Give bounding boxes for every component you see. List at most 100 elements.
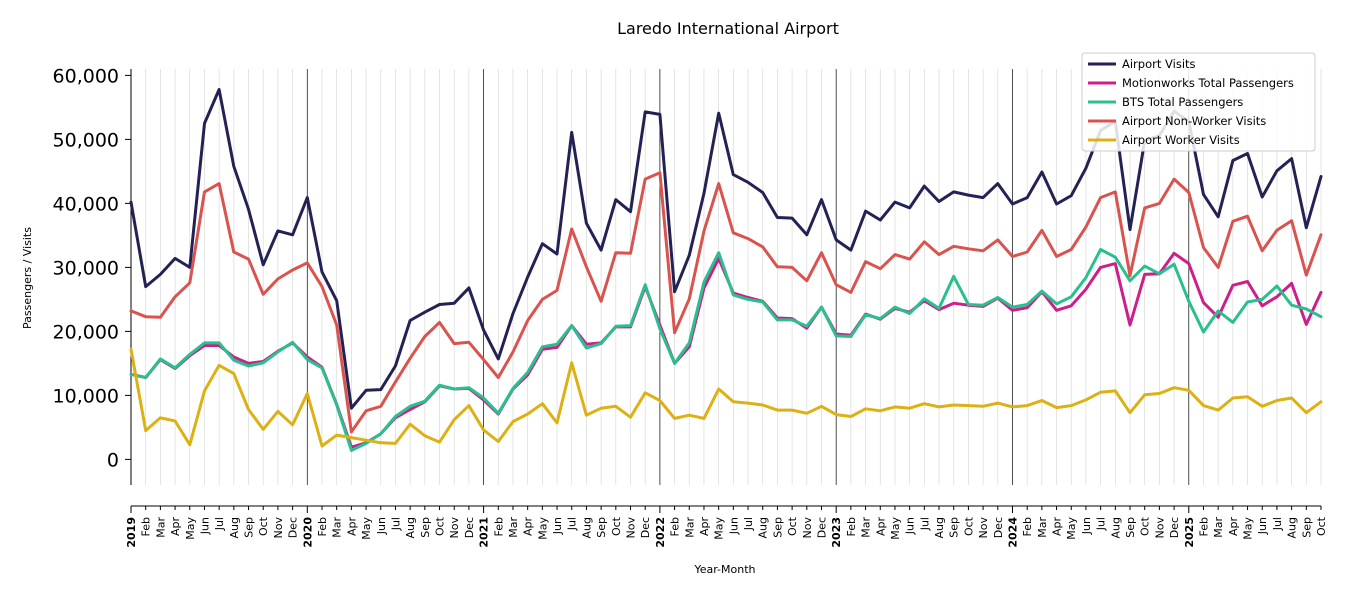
x-tick-month-label: May [1242, 517, 1255, 540]
x-tick-month-label: Dec [1168, 517, 1181, 538]
x-tick-month-label: Jul [213, 517, 226, 531]
x-tick-month-label: Aug [404, 517, 417, 538]
x-tick-month-label: Sep [948, 517, 961, 538]
series-line-5 [129, 347, 1323, 448]
x-tick-month-label: Jul [1095, 517, 1108, 531]
x-tick-year-label: 2019 [125, 517, 138, 548]
legend-entry: Airport Visits [1122, 57, 1196, 71]
x-tick-month-label: Feb [140, 517, 153, 536]
x-tick-year-label: 2023 [830, 517, 843, 548]
x-tick-month-label: Jun [727, 517, 740, 535]
x-tick-month-label: Nov [977, 517, 990, 539]
x-tick-month-label: Aug [757, 517, 770, 538]
x-tick-month-label: Dec [463, 517, 476, 538]
x-tick-month-label: May [889, 517, 902, 540]
x-tick-month-label: Mar [683, 517, 696, 538]
x-tick-month-label: Jun [904, 517, 917, 535]
x-tick-month-label: May [1065, 517, 1078, 540]
x-tick-month-label: Oct [1315, 516, 1328, 536]
x-tick-month-label: Aug [580, 517, 593, 538]
y-tick-label: 20,000 [53, 321, 119, 343]
x-tick-month-label: Apr [698, 517, 711, 537]
x-tick-month-label: Aug [1109, 517, 1122, 538]
x-tick-month-label: Jun [1080, 517, 1093, 535]
x-tick-month-label: Mar [1036, 517, 1049, 538]
legend: Airport Visits Motionworks Total Passenge… [1081, 52, 1316, 152]
x-tick-month-label: Oct [786, 516, 799, 536]
x-tick-year-label: 2024 [1006, 517, 1019, 548]
x-tick-month-label: Oct [1139, 516, 1152, 536]
x-tick-month-label: Mar [154, 517, 167, 538]
legend-entry: Airport Worker Visits [1122, 133, 1240, 147]
x-tick-month-label: Nov [1153, 517, 1166, 539]
x-tick-year-label: 2020 [301, 517, 314, 548]
series-lines [129, 88, 1323, 452]
x-tick-month-label: Apr [874, 517, 887, 537]
x-tick-month-label: Oct [434, 516, 447, 536]
axes: 0 10,000 20,000 30,000 40,000 50,000 60,000 201… [53, 65, 1328, 547]
x-axis-label: Year-Month [693, 563, 755, 576]
x-tick-month-label: Mar [860, 517, 873, 538]
x-tick-month-label: Jun [1256, 517, 1269, 535]
y-tick-label: 0 [107, 449, 119, 471]
series-line-1 [129, 88, 1323, 410]
y-tick-label: 10,000 [53, 385, 119, 407]
legend-box [1081, 52, 1316, 152]
x-tick-month-label: Mar [331, 517, 344, 538]
x-tick-month-label: Feb [669, 517, 682, 536]
x-tick-month-label: Jul [742, 517, 755, 531]
series-line-2 [129, 251, 1323, 449]
x-tick-month-label: May [536, 517, 549, 540]
x-tick-month-label: Dec [639, 517, 652, 538]
y-tick-label: 50,000 [53, 129, 119, 151]
x-tick-month-label: Dec [992, 517, 1005, 538]
x-tick-month-label: Mar [1212, 517, 1225, 538]
x-tick-month-label: Oct [610, 516, 623, 536]
x-tick-month-label: Feb [1021, 517, 1034, 536]
x-tick-month-label: Jul [918, 517, 931, 531]
x-tick-month-label: Sep [595, 517, 608, 538]
x-tick-month-label: Oct [962, 516, 975, 536]
x-tick-month-label: Apr [345, 517, 358, 537]
legend-entry: BTS Total Passengers [1122, 95, 1243, 109]
y-tick-label: 40,000 [53, 193, 119, 215]
x-tick-month-label: Aug [933, 517, 946, 538]
legend-entry: Motionworks Total Passengers [1122, 76, 1294, 90]
series-line-4 [129, 171, 1323, 434]
x-tick-month-label: Jul [389, 517, 402, 531]
x-tick-month-label: Aug [228, 517, 241, 538]
x-tick-month-label: Mar [507, 517, 520, 538]
x-tick-month-label: Aug [1286, 517, 1299, 538]
x-tick-month-label: Nov [272, 517, 285, 539]
x-tick-month-label: Oct [257, 516, 270, 536]
y-axis-label: Passengers / Visits [21, 227, 34, 329]
x-tick-month-label: Jun [375, 517, 388, 535]
x-tick-month-label: Feb [1197, 517, 1210, 536]
x-tick-month-label: Sep [1300, 517, 1313, 538]
x-tick-month-label: Apr [1051, 517, 1064, 537]
x-tick-month-label: Sep [1124, 517, 1137, 538]
x-tick-month-label: Dec [815, 517, 828, 538]
x-tick-month-label: Apr [1227, 517, 1240, 537]
x-tick-month-label: Sep [771, 517, 784, 538]
x-tick-month-label: Feb [845, 517, 858, 536]
x-tick-month-label: Feb [492, 517, 505, 536]
x-tick-month-label: Sep [243, 517, 256, 538]
x-tick-month-label: Jun [198, 517, 211, 535]
x-tick-month-label: Jul [566, 517, 579, 531]
x-tick-month-label: May [713, 517, 726, 540]
x-tick-month-label: Dec [287, 517, 300, 538]
x-tick-month-label: May [360, 517, 373, 540]
y-tick-label: 30,000 [53, 257, 119, 279]
x-tick-year-label: 2021 [478, 517, 491, 548]
x-tick-month-label: Jul [1271, 517, 1284, 531]
x-tick-month-label: Nov [625, 517, 638, 539]
x-tick-month-label: Feb [316, 517, 329, 536]
x-tick-year-label: 2025 [1183, 517, 1196, 548]
x-tick-month-label: Nov [448, 517, 461, 539]
y-tick-label: 60,000 [53, 65, 119, 87]
x-tick-month-label: Jun [551, 517, 564, 535]
x-tick-month-label: May [184, 517, 197, 540]
x-tick-month-label: Apr [169, 517, 182, 537]
